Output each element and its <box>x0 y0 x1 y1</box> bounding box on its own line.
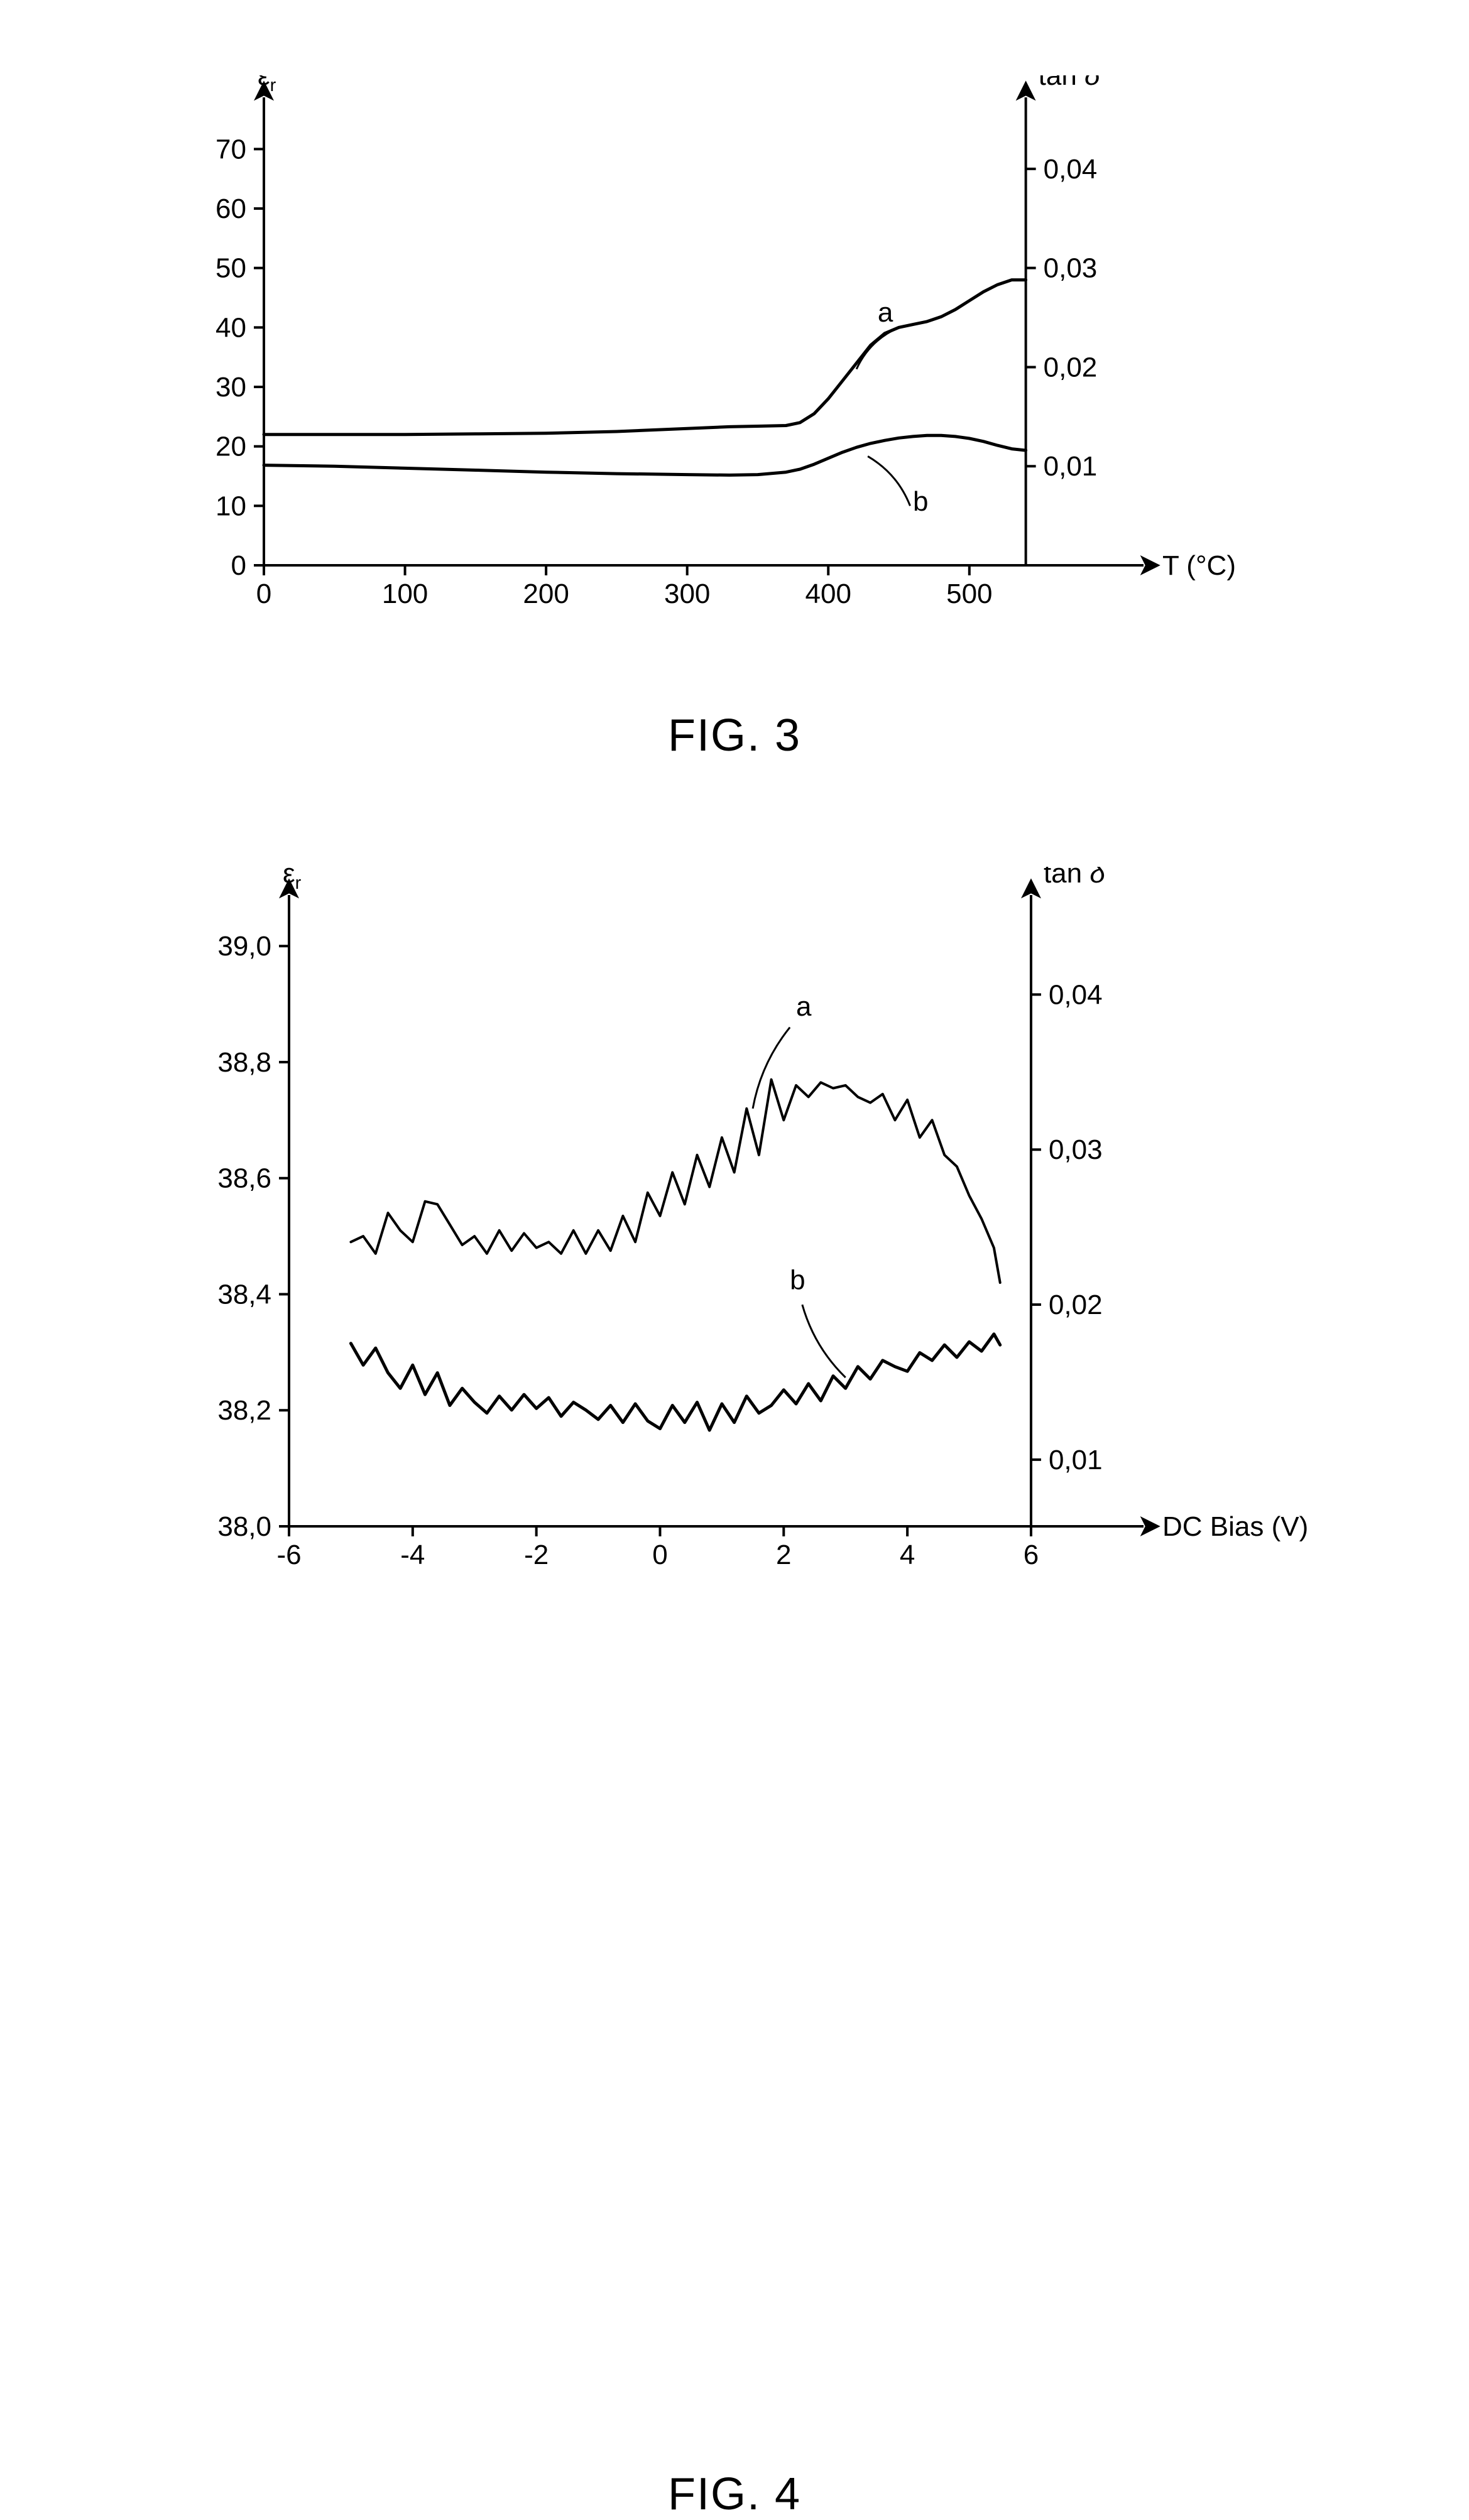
svg-text:38,8: 38,8 <box>217 1047 271 1078</box>
svg-text:400: 400 <box>805 578 851 609</box>
svg-text:T (°C): T (°C) <box>1162 550 1236 581</box>
svg-text:500: 500 <box>946 578 992 609</box>
figure-4-title: FIG. 4 <box>668 2468 801 2520</box>
svg-text:0,03: 0,03 <box>1044 253 1098 284</box>
svg-text:εr: εr <box>283 867 302 893</box>
figure-3-block: 0 100 200 300 400 500 0 10 20 30 40 50 60 70 0,01 0,02 0… <box>0 75 1469 741</box>
leader-b <box>868 456 910 506</box>
svg-text:0: 0 <box>652 1540 667 1570</box>
series-label-a: a <box>796 991 812 1022</box>
series-label-b: b <box>790 1264 805 1295</box>
svg-text:50: 50 <box>216 253 246 284</box>
svg-text:38,2: 38,2 <box>217 1395 271 1426</box>
svg-text:0: 0 <box>231 550 246 581</box>
svg-text:-2: -2 <box>524 1540 549 1570</box>
svg-text:38,4: 38,4 <box>217 1279 271 1310</box>
svg-text:70: 70 <box>216 134 246 165</box>
svg-text:100: 100 <box>382 578 428 609</box>
svg-text:0,04: 0,04 <box>1049 979 1103 1010</box>
svg-text:40: 40 <box>216 312 246 343</box>
series-b <box>264 435 1026 475</box>
svg-text:tan δ: tan δ <box>1044 867 1105 889</box>
svg-text:200: 200 <box>523 578 569 609</box>
svg-text:0,02: 0,02 <box>1044 352 1098 383</box>
figure-4-chart: -6 -4 -2 0 2 4 6 38,0 38,2 38,4 38,6 38,8 39,0 0,01 0,… <box>113 867 1370 1577</box>
svg-text:38,6: 38,6 <box>217 1163 271 1194</box>
series-a <box>264 280 1026 435</box>
series-label-b: b <box>913 486 928 517</box>
series-a <box>351 1080 1000 1283</box>
leader-a <box>856 327 898 369</box>
svg-text:60: 60 <box>216 193 246 224</box>
figure-3-title: FIG. 3 <box>668 710 801 761</box>
svg-text:εr: εr <box>258 75 276 95</box>
svg-text:0,01: 0,01 <box>1049 1445 1103 1475</box>
svg-text:30: 30 <box>216 372 246 403</box>
svg-text:DC Bias (V): DC Bias (V) <box>1162 1511 1308 1542</box>
svg-text:0,03: 0,03 <box>1049 1134 1103 1165</box>
svg-text:tan δ: tan δ <box>1039 75 1100 91</box>
svg-text:6: 6 <box>1024 1540 1039 1570</box>
svg-text:39,0: 39,0 <box>217 931 271 962</box>
series-label-a: a <box>878 297 893 328</box>
svg-text:38,0: 38,0 <box>217 1511 271 1542</box>
svg-text:0: 0 <box>256 578 271 609</box>
figure-3-chart: 0 100 200 300 400 500 0 10 20 30 40 50 60 70 0,01 0,02 0… <box>157 75 1351 616</box>
svg-text:-4: -4 <box>400 1540 425 1570</box>
svg-text:2: 2 <box>776 1540 791 1570</box>
svg-text:-6: -6 <box>276 1540 301 1570</box>
series-b <box>351 1334 1000 1430</box>
svg-text:20: 20 <box>216 432 246 462</box>
leader-b <box>802 1305 846 1377</box>
svg-text:4: 4 <box>900 1540 915 1570</box>
svg-text:0,01: 0,01 <box>1044 451 1098 482</box>
figure-4-block: -6 -4 -2 0 2 4 6 38,0 38,2 38,4 38,6 38,8 39,0 0,01 0,… <box>0 867 1469 1702</box>
svg-text:10: 10 <box>216 491 246 521</box>
leader-a <box>753 1028 790 1109</box>
svg-text:300: 300 <box>664 578 710 609</box>
svg-text:0,04: 0,04 <box>1044 154 1098 185</box>
svg-text:0,02: 0,02 <box>1049 1290 1103 1320</box>
